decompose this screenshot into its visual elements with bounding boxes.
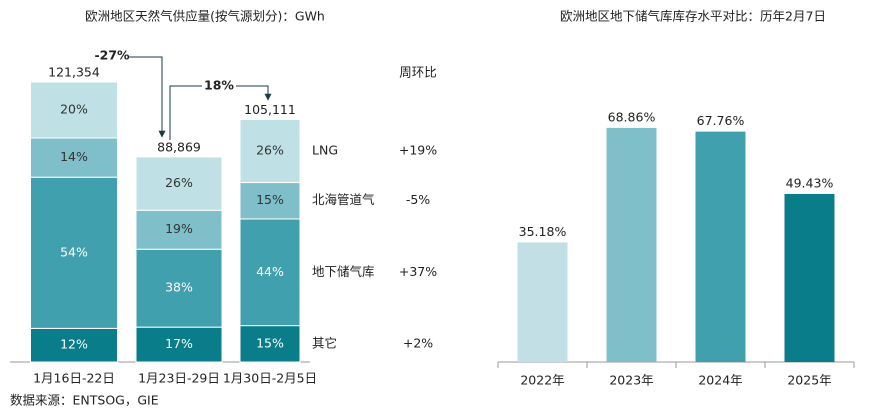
segment-label: 26% [165,175,193,190]
x-tick-label: 2024年 [698,373,742,388]
total-label: 105,111 [244,102,296,117]
total-label: 121,354 [48,65,100,80]
bar [606,127,657,362]
x-tick-label: 2025年 [787,373,831,388]
annotation-bg [202,78,236,94]
value-label: 67.76% [697,113,745,128]
annotation: 18% [204,78,234,93]
segment-label: 17% [165,336,193,351]
bar-segment [30,137,118,178]
segment-label: 54% [60,244,88,259]
source: 数据来源：ENTSOG，GIE [10,393,159,408]
bar [784,193,835,362]
segment-label: 20% [60,102,88,117]
bar-segment [239,182,301,220]
chart-title: 欧洲地区天然气供应量(按气源划分)：GWh [85,9,325,24]
value-label: 49.43% [786,175,834,190]
segment-label: 44% [256,264,284,279]
x-tick-label: 2022年 [520,373,564,388]
segment-label: 14% [60,149,88,164]
bar-segment [30,327,118,363]
legend-label: 地下储气库 [312,264,375,279]
bar-segment [239,218,301,327]
legend-label: 其它 [312,335,337,350]
segment-label: 12% [60,337,88,352]
legend-label: LNG [312,143,338,158]
bar-segment [135,326,223,363]
x-tick-label: 1月23日-29日 [138,371,220,386]
segment-label: 15% [256,192,284,207]
segment-label: 19% [165,221,193,236]
x-tick-label: 2023年 [609,373,653,388]
x-tick-label: 1月30日-2月5日 [223,371,317,386]
bar-segment [135,248,223,328]
change-header: 周环比 [399,65,437,80]
bar-segment [135,156,223,211]
change-label: +37% [399,264,437,279]
bar-segment [239,118,301,184]
bar [695,131,746,362]
bar-segment [30,81,118,139]
bar-segment [135,209,223,250]
annotation-bg [95,48,129,64]
value-label: 68.86% [608,109,656,124]
chart-title: 欧洲地区地下储气库库存水平对比：历年2月7日 [560,9,826,24]
legend-label: 北海管道气 [312,192,375,207]
segment-label: 38% [165,280,193,295]
x-tick-label: 1月16日-22日 [33,371,115,386]
total-label: 88,869 [157,139,201,154]
segment-label: 15% [256,335,284,350]
segment-label: 26% [256,143,284,158]
change-label: +2% [403,335,433,350]
change-label: -5% [406,192,430,207]
change-label: +19% [399,143,437,158]
annotation: -27% [94,48,130,63]
value-label: 35.18% [519,224,567,239]
arrow [122,56,166,138]
bar [517,242,568,362]
bar-segment [239,325,301,363]
